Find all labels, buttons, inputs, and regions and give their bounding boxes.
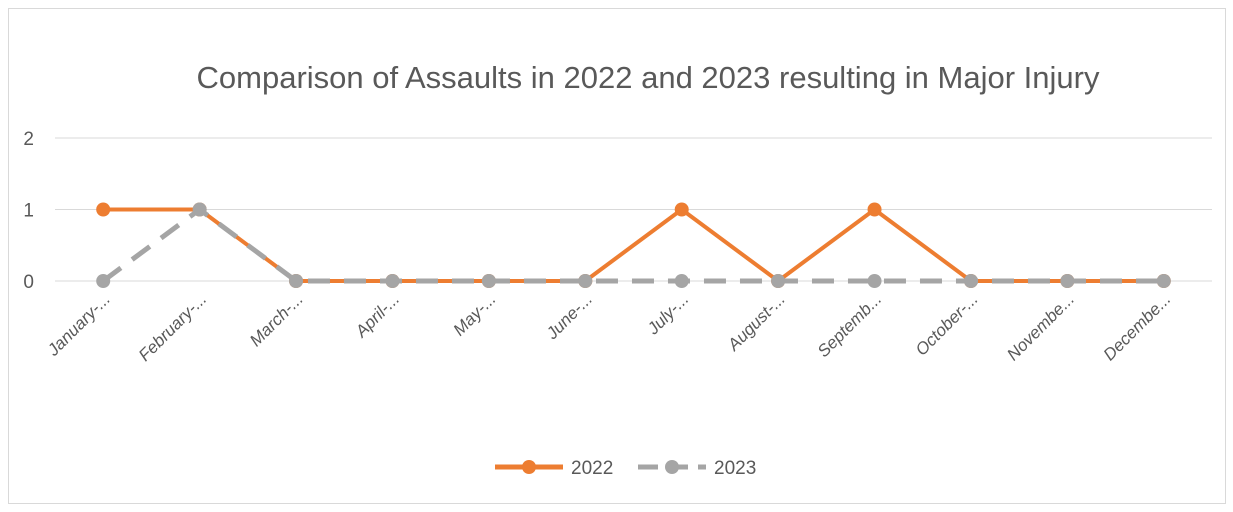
legend-item-2023: 2023: [638, 458, 756, 479]
data-point-2023: [867, 274, 882, 288]
y-tick-label: 1: [23, 201, 34, 222]
series-layer: [96, 202, 1171, 288]
data-point-2022: [674, 202, 689, 217]
legend: 2022 2023: [495, 458, 756, 479]
x-tick-label: October-...: [912, 289, 982, 359]
x-tick-label: May-...: [450, 289, 500, 339]
data-point-2023: [963, 274, 978, 288]
legend-swatch-marker: [522, 460, 536, 474]
legend-item-2022: 2022: [495, 458, 613, 479]
data-point-2022: [96, 202, 111, 217]
series-line-2023: [101, 207, 1164, 284]
chart-title: Comparison of Assaults in 2022 and 2023 …: [197, 60, 1100, 95]
x-tick-label: Novembe...: [1003, 289, 1078, 364]
data-point-2023: [289, 274, 304, 288]
y-tick-label: 0: [23, 272, 34, 293]
data-point-2022: [867, 202, 882, 217]
x-tick-label: June-...: [542, 289, 596, 343]
gridlines: [55, 137, 1212, 282]
x-tick-label: April-...: [351, 289, 403, 341]
data-point-2023: [674, 274, 689, 288]
data-point-2023: [192, 202, 207, 217]
y-tick-label: 2: [23, 129, 34, 150]
y-axis-ticks: 0 1 2: [23, 129, 34, 293]
x-tick-label: August-...: [723, 289, 789, 355]
x-tick-label: March-...: [246, 289, 307, 350]
x-tick-label: Septemb...: [814, 289, 886, 361]
x-tick-label: July-...: [643, 289, 693, 339]
legend-label: 2022: [571, 458, 613, 479]
x-tick-label: January-...: [43, 289, 114, 360]
series-2023: [96, 202, 1171, 288]
series-2022: [96, 202, 1171, 288]
legend-label: 2023: [714, 458, 756, 479]
x-tick-label: Decembe...: [1100, 289, 1175, 364]
data-point-2023: [771, 274, 786, 288]
data-point-2023: [385, 274, 400, 288]
series-line-2022: [101, 207, 1166, 283]
data-point-2023: [481, 274, 496, 288]
data-point-2023: [578, 274, 593, 288]
data-point-2023: [96, 274, 111, 288]
data-point-2023: [1156, 274, 1171, 288]
x-tick-label: February-...: [135, 289, 211, 365]
x-axis-ticks: January-... February-... March-... April-..…: [43, 289, 1175, 365]
legend-swatch-marker: [665, 460, 679, 474]
data-point-2023: [1060, 274, 1075, 288]
